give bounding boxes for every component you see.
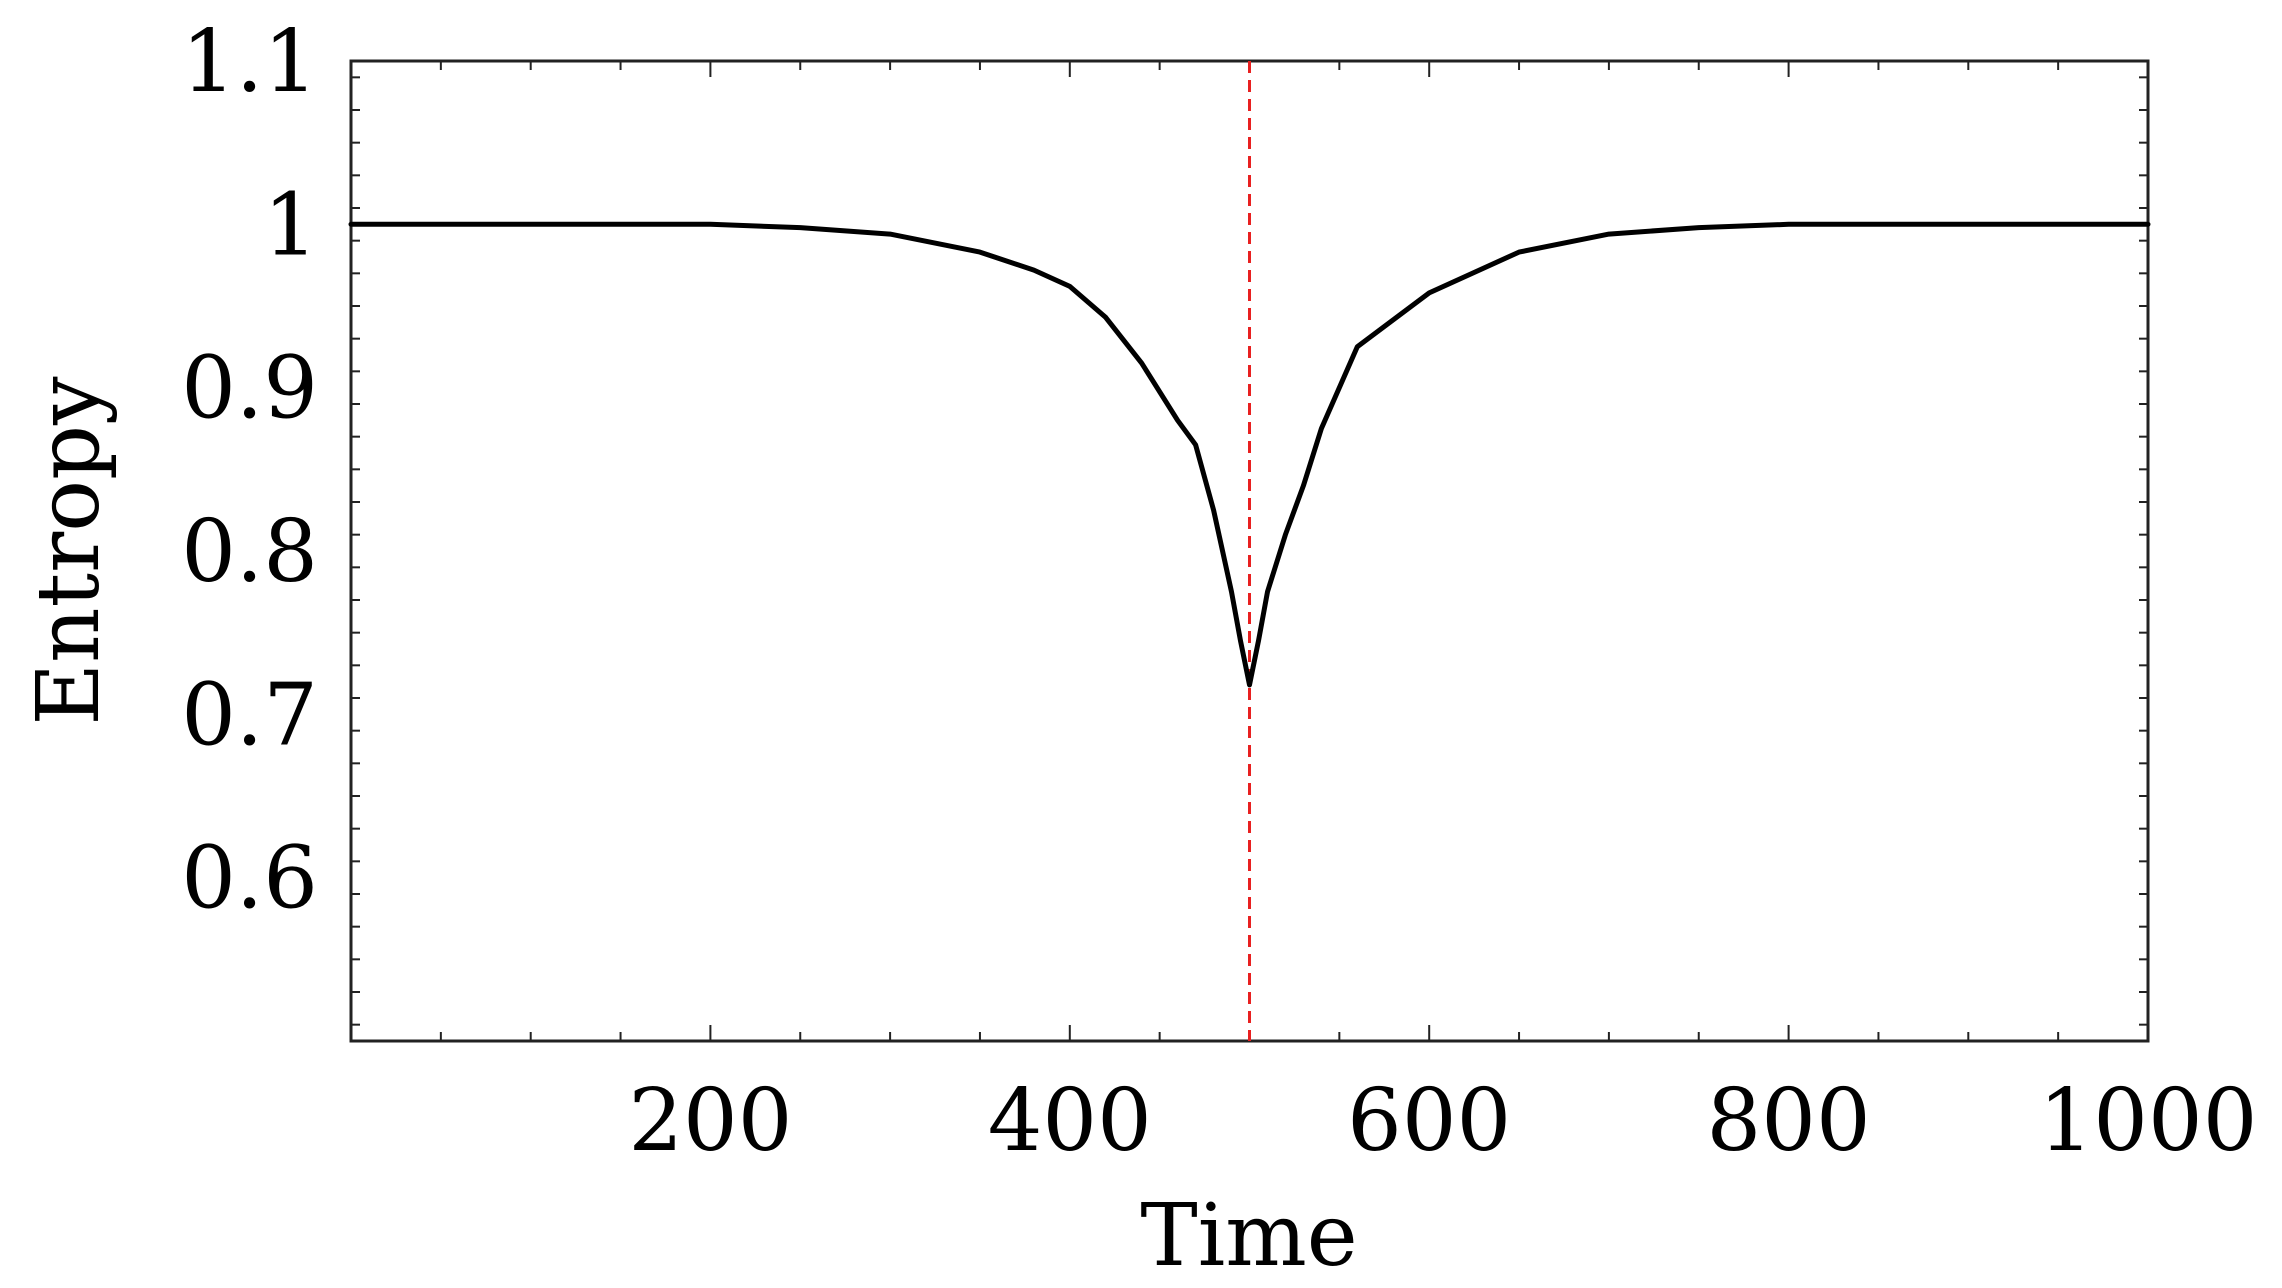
y-tick-label: 0.9 (181, 339, 318, 439)
x-tick-label: 1000 (2039, 1071, 2258, 1171)
x-tick-label: 600 (1347, 1071, 1511, 1171)
series-layer (348, 221, 2151, 688)
y-tick-labels: 0.6 0.7 0.8 0.9 1 1.1 (181, 12, 318, 929)
y-tick-label: 0.6 (181, 829, 318, 929)
x-tick-label: 800 (1707, 1071, 1871, 1171)
y-tick-label: 1.1 (181, 12, 318, 112)
y-tick-label: 0.8 (181, 502, 318, 602)
x-tick-label: 200 (628, 1071, 792, 1171)
ticks-layer (351, 61, 2148, 1041)
y-axis-label: Entropy (19, 376, 119, 726)
x-tick-label: 400 (988, 1071, 1152, 1171)
plot-frame (349, 59, 2150, 1043)
x-axis-label: Time (1140, 1186, 1357, 1284)
series-line (348, 221, 2151, 688)
y-tick-label: 0.7 (181, 665, 318, 765)
x-tick-labels: 200 400 600 800 1000 (628, 1071, 2257, 1171)
y-tick-label: 1 (263, 175, 318, 275)
